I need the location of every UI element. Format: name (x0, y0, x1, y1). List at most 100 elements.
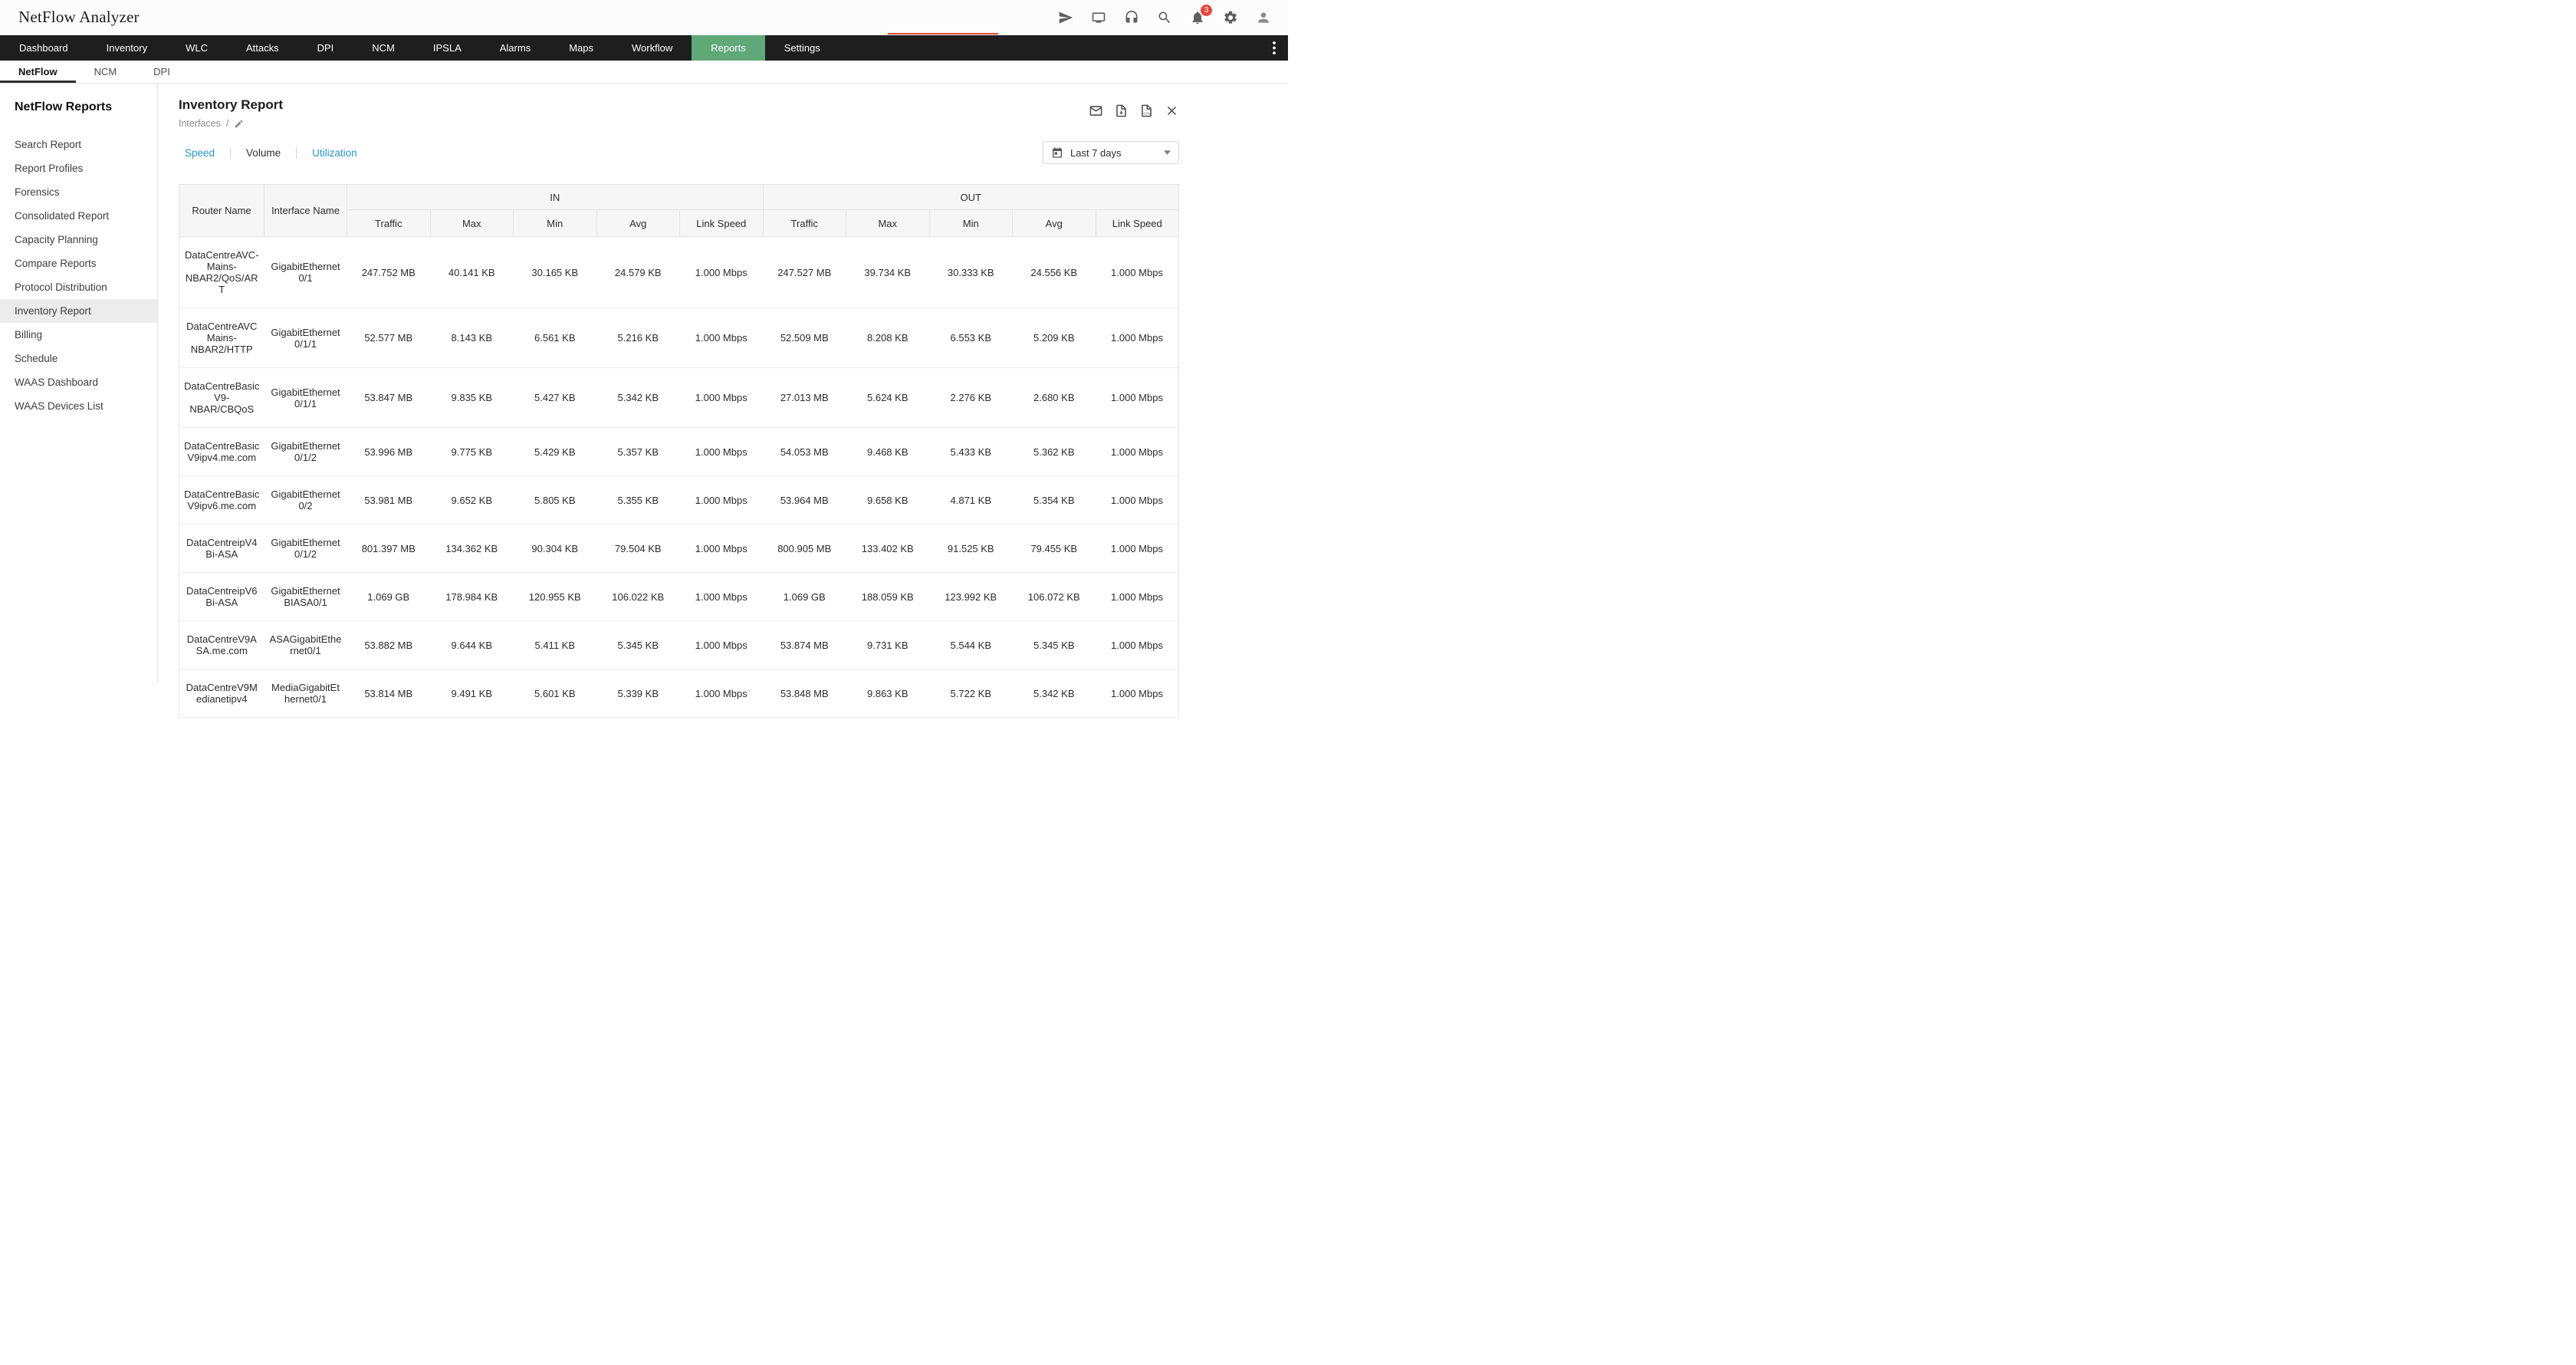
interface-name-cell[interactable]: GigabitEthernet0/1/2 (264, 427, 347, 476)
sidebar-item-capacity-planning[interactable]: Capacity Planning (15, 234, 98, 245)
nav-item-alarms[interactable]: Alarms (499, 42, 531, 54)
in-min-cell: 5.427 KB (513, 367, 596, 428)
sidebar-item-waas-dashboard[interactable]: WAAS Dashboard (15, 377, 99, 388)
interface-name-cell[interactable]: MediaGigabitEthernet0/1 (264, 669, 347, 718)
out-link-speed-cell: 1.000 Mbps (1096, 524, 1179, 573)
in-link-speed-cell: 1.000 Mbps (679, 308, 763, 368)
nav-item-attacks[interactable]: Attacks (245, 42, 279, 54)
out-col-header-max[interactable]: Max (846, 209, 930, 237)
out-min-cell: 5.433 KB (929, 427, 1013, 476)
sidebar-item-schedule[interactable]: Schedule (15, 353, 58, 364)
subtab-dpi[interactable]: DPI (153, 66, 170, 77)
nav-item-settings[interactable]: Settings (784, 42, 820, 54)
router-name-cell[interactable]: DataCentreBasicV9ipv6.me.com (179, 475, 264, 525)
headset-icon[interactable] (1124, 10, 1139, 25)
out-col-header-link-speed[interactable]: Link Speed (1095, 209, 1179, 237)
export-pdf-icon[interactable] (1114, 104, 1129, 118)
subtab-netflow[interactable]: NetFlow (0, 61, 76, 83)
close-icon[interactable] (1165, 104, 1179, 118)
sidebar-item-billing[interactable]: Billing (15, 329, 43, 340)
paper-plane-icon[interactable] (1058, 10, 1073, 25)
nav-item-dpi[interactable]: DPI (317, 42, 334, 54)
nav-item-workflow[interactable]: Workflow (632, 42, 673, 54)
out-traffic-cell: 1.069 GB (763, 572, 846, 621)
interface-name-cell[interactable]: GigabitEthernet0/1 (264, 236, 347, 308)
router-name-cell[interactable]: DataCentreAVC-Mains-NBAR2/QoS/ART (179, 236, 264, 308)
in-min-cell: 6.561 KB (513, 308, 596, 368)
sidebar-item-waas-devices-list[interactable]: WAAS Devices List (15, 400, 104, 412)
interface-name-cell[interactable]: GigabitEthernet0/2 (264, 475, 347, 525)
export-csv-icon[interactable]: CSV (1139, 104, 1154, 118)
screen-share-icon[interactable] (1091, 10, 1106, 25)
gear-icon[interactable] (1223, 10, 1238, 25)
interface-name-cell[interactable]: GigabitEthernet0/1/1 (264, 367, 347, 428)
email-icon[interactable] (1089, 104, 1103, 118)
report-table: Router Name Interface Name IN OUT Traffi… (179, 184, 1179, 718)
nav-item-ncm[interactable]: NCM (372, 42, 395, 54)
breadcrumb-item-interfaces[interactable]: Interfaces (179, 118, 221, 129)
router-name-cell[interactable]: DataCentreipV4Bi-ASA (179, 524, 264, 573)
in-min-cell: 5.429 KB (513, 427, 596, 476)
col-header-router-name[interactable]: Router Name (179, 184, 264, 237)
interface-name-cell[interactable]: GigabitEthernet0/1/2 (264, 524, 347, 573)
in-max-cell: 9.775 KB (430, 427, 514, 476)
nav-item-reports[interactable]: Reports (692, 35, 765, 61)
router-name-cell[interactable]: DataCentreBasicV9-NBAR/CBQoS (179, 367, 264, 428)
in-col-header-min[interactable]: Min (513, 209, 597, 237)
out-max-cell: 9.863 KB (846, 669, 929, 718)
out-link-speed-cell: 1.000 Mbps (1096, 572, 1179, 621)
out-min-cell: 5.544 KB (929, 620, 1013, 669)
out-traffic-cell: 247.527 MB (763, 236, 846, 308)
edit-icon[interactable] (234, 119, 244, 129)
view-tab-volume[interactable]: Volume (246, 146, 281, 159)
sidebar-item-report-profiles[interactable]: Report Profiles (15, 163, 84, 174)
out-min-cell: 5.722 KB (929, 669, 1013, 718)
sidebar-item-forensics[interactable]: Forensics (15, 186, 60, 198)
sidebar-item-compare-reports[interactable]: Compare Reports (15, 258, 97, 269)
in-avg-cell: 5.357 KB (596, 427, 680, 476)
view-tab-utilization[interactable]: Utilization (312, 146, 357, 159)
nav-item-ipsla[interactable]: IPSLA (432, 42, 462, 54)
col-header-interface-name[interactable]: Interface Name (264, 184, 347, 237)
out-col-header-traffic[interactable]: Traffic (762, 209, 846, 237)
out-col-header-avg[interactable]: Avg (1012, 209, 1096, 237)
interface-name-cell[interactable]: GigabitEthernetBIASA0/1 (264, 572, 347, 621)
nav-item-dashboard[interactable]: Dashboard (19, 42, 68, 54)
out-col-header-min[interactable]: Min (928, 209, 1013, 237)
router-name-cell[interactable]: DataCentreV9Medianetipv4 (179, 669, 264, 718)
main-nav: Dashboard Inventory WLC Attacks DPI NCM IPSLA A… (0, 35, 1288, 61)
router-name-cell[interactable]: DataCentreBasicV9ipv4.me.com (179, 427, 264, 476)
kebab-menu-icon[interactable] (1260, 35, 1288, 61)
date-range-picker[interactable]: Last 7 days (1043, 141, 1179, 164)
in-col-header-avg[interactable]: Avg (596, 209, 680, 237)
subtab-ncm[interactable]: NCM (94, 66, 117, 77)
search-icon[interactable] (1157, 10, 1172, 25)
notifications-bell-icon[interactable]: 3 (1190, 4, 1212, 25)
out-link-speed-cell: 1.000 Mbps (1096, 620, 1179, 669)
out-traffic-cell: 53.848 MB (763, 669, 846, 718)
router-name-cell[interactable]: DataCentreV9ASA.me.com (179, 620, 264, 669)
sidebar-item-protocol-distribution[interactable]: Protocol Distribution (15, 281, 107, 293)
in-min-cell: 30.165 KB (513, 236, 596, 308)
sidebar-item-search-report[interactable]: Search Report (15, 139, 82, 150)
table-row: DataCentreBasicV9ipv4.me.com GigabitEthe… (179, 427, 1179, 476)
in-col-header-max[interactable]: Max (429, 209, 514, 237)
nav-item-inventory[interactable]: Inventory (106, 42, 148, 54)
out-max-cell: 8.208 KB (846, 308, 929, 368)
sidebar-item-inventory-report[interactable]: Inventory Report (0, 299, 157, 323)
in-col-header-traffic[interactable]: Traffic (347, 209, 431, 237)
router-name-cell[interactable]: DataCentreAVCMains-NBAR2/HTTP (179, 308, 264, 368)
breadcrumb-separator: / (225, 118, 229, 129)
view-tab-speed[interactable]: Speed (185, 146, 215, 159)
out-max-cell: 5.624 KB (846, 367, 929, 428)
in-col-header-link-speed[interactable]: Link Speed (679, 209, 764, 237)
sidebar-item-consolidated-report[interactable]: Consolidated Report (15, 210, 110, 222)
router-name-cell[interactable]: DataCentreipV6Bi-ASA (179, 572, 264, 621)
user-avatar-icon[interactable] (1256, 10, 1271, 25)
in-max-cell: 9.491 KB (430, 669, 514, 718)
out-traffic-cell: 53.874 MB (763, 620, 846, 669)
interface-name-cell[interactable]: GigabitEthernet0/1/1 (264, 308, 347, 368)
interface-name-cell[interactable]: ASAGigabitEthernet0/1 (264, 620, 347, 669)
nav-item-wlc[interactable]: WLC (186, 42, 208, 54)
nav-item-maps[interactable]: Maps (569, 42, 593, 54)
